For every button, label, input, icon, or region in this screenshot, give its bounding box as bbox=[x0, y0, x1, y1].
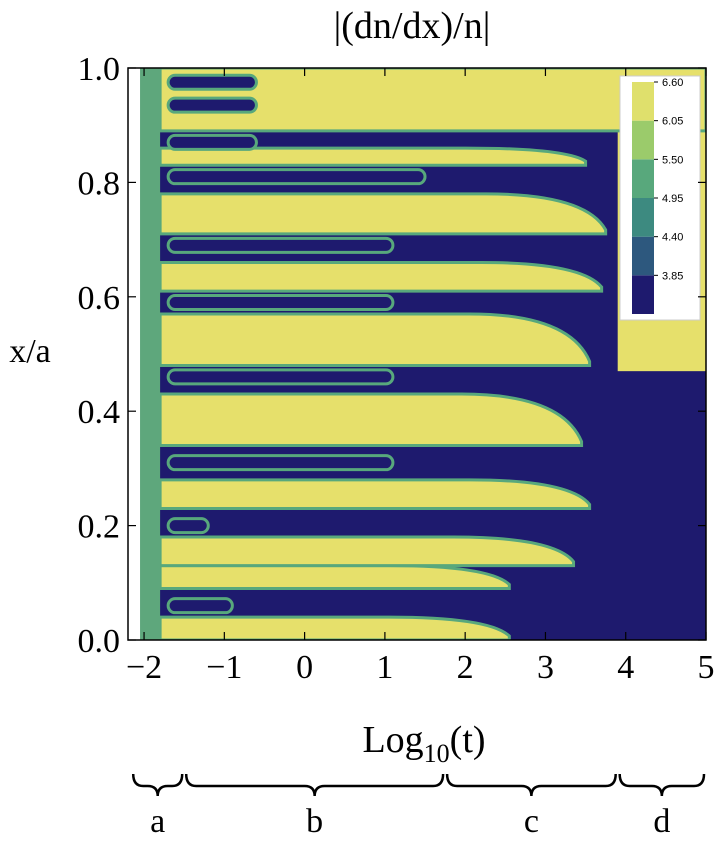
yellow-band bbox=[158, 260, 604, 293]
y-axis-label: x/a bbox=[9, 333, 51, 370]
yellow-band bbox=[158, 535, 576, 568]
plot-content bbox=[128, 68, 706, 640]
dark-stripe bbox=[166, 454, 395, 472]
colorbar-label: 6.60 bbox=[662, 77, 683, 89]
dark-stripe bbox=[166, 96, 258, 114]
region-bracket bbox=[618, 773, 706, 797]
yellow-band bbox=[158, 615, 511, 640]
region-bracket bbox=[184, 773, 445, 797]
region-label: c bbox=[524, 803, 539, 840]
x-tick-label: 5 bbox=[698, 649, 715, 686]
x-tick-label: 3 bbox=[537, 649, 554, 686]
dark-stripe bbox=[166, 368, 395, 386]
x-tick-label: 2 bbox=[457, 649, 474, 686]
y-tick-label: 0.0 bbox=[78, 623, 121, 660]
axes: −2 −1 0 1 2 3 4 5 0.0 0.2 0.4 0.6 0.8 1.0 bbox=[78, 51, 715, 686]
x-tick-label: 1 bbox=[376, 649, 393, 686]
colorbar-swatch bbox=[632, 275, 654, 314]
dark-stripe bbox=[166, 236, 395, 254]
colorbar-label: 3.85 bbox=[662, 270, 683, 282]
y-tick-label: 0.4 bbox=[78, 394, 121, 431]
pre-initial-blank bbox=[128, 68, 141, 640]
dark-stripe bbox=[166, 294, 395, 312]
y-tick-label: 1.0 bbox=[78, 51, 121, 88]
colorbar-swatch bbox=[632, 120, 654, 160]
yellow-band bbox=[158, 478, 592, 510]
plot-area bbox=[128, 68, 706, 640]
colorbar-label: 4.40 bbox=[662, 232, 683, 244]
colorbar-label: 4.95 bbox=[662, 193, 683, 205]
colorbar-label: 5.50 bbox=[662, 154, 683, 166]
yellow-band bbox=[158, 312, 592, 367]
colorbar-swatch bbox=[632, 159, 654, 198]
x-axis-label-main: Log bbox=[362, 719, 423, 761]
dark-stripe bbox=[166, 517, 210, 535]
x-tick-label: −1 bbox=[206, 649, 242, 686]
chart-title: |(dn/dx)/n| bbox=[334, 5, 491, 47]
x-axis-label-sub: 10 bbox=[424, 739, 450, 768]
dark-stripe bbox=[166, 73, 258, 91]
yellow-band bbox=[158, 564, 511, 591]
colorbar-swatch bbox=[632, 236, 654, 276]
y-tick-label: 0.2 bbox=[78, 509, 121, 546]
dark-stripe bbox=[166, 168, 427, 186]
region-label: a bbox=[150, 803, 165, 840]
x-axis-label-tail: (t) bbox=[450, 719, 486, 761]
yellow-band bbox=[158, 192, 608, 236]
plot-frame bbox=[127, 67, 707, 641]
colorbar-label: 6.05 bbox=[662, 116, 683, 128]
x-tick-label: 0 bbox=[296, 649, 313, 686]
colorbar-swatch bbox=[632, 198, 654, 237]
colorbar-swatch bbox=[632, 82, 654, 121]
dark-stripe bbox=[166, 597, 234, 615]
colorbar-legend: 3.85 4.40 4.95 5.50 6.05 6.60 bbox=[619, 75, 701, 321]
x-tick-label: −2 bbox=[126, 649, 162, 686]
region-bracket bbox=[131, 773, 184, 797]
yellow-band bbox=[158, 392, 584, 448]
dark-stripe bbox=[166, 133, 258, 151]
x-axis-label: Log10(t) bbox=[362, 719, 485, 768]
region-bracket bbox=[445, 773, 617, 797]
yellow-band bbox=[158, 146, 588, 167]
region-label: d bbox=[653, 803, 670, 840]
y-tick-label: 0.8 bbox=[78, 165, 121, 202]
time-regions: a b c d bbox=[131, 773, 706, 840]
x-tick-label: 4 bbox=[617, 649, 634, 686]
y-tick-label: 0.6 bbox=[78, 280, 121, 317]
region-label: b bbox=[306, 803, 323, 840]
